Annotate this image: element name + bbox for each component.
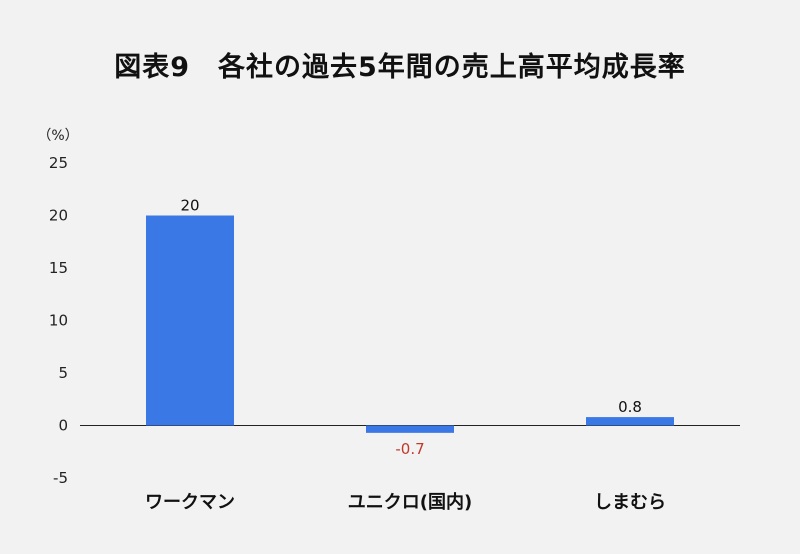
y-tick-label: 15 <box>49 259 68 277</box>
y-unit-label: （%） <box>37 128 78 144</box>
y-tick-label: 10 <box>49 312 68 330</box>
chart-title: 図表9 各社の過去5年間の売上高平均成長率 <box>114 52 686 83</box>
bar <box>146 215 234 426</box>
category-label: ワークマン <box>145 492 235 513</box>
bar <box>366 425 454 433</box>
y-tick-label: 5 <box>58 364 68 382</box>
category-label: ユニクロ(国内) <box>348 491 472 513</box>
y-tick-label: 0 <box>58 417 68 435</box>
bar <box>586 417 674 426</box>
y-tick-label: 20 <box>49 207 68 225</box>
y-tick-label: -5 <box>53 469 68 487</box>
data-label: -0.7 <box>395 440 424 458</box>
data-label: 20 <box>180 197 199 215</box>
data-label: 0.8 <box>618 398 642 416</box>
category-label: しまむら <box>594 492 666 513</box>
y-tick-label: 25 <box>49 154 68 172</box>
